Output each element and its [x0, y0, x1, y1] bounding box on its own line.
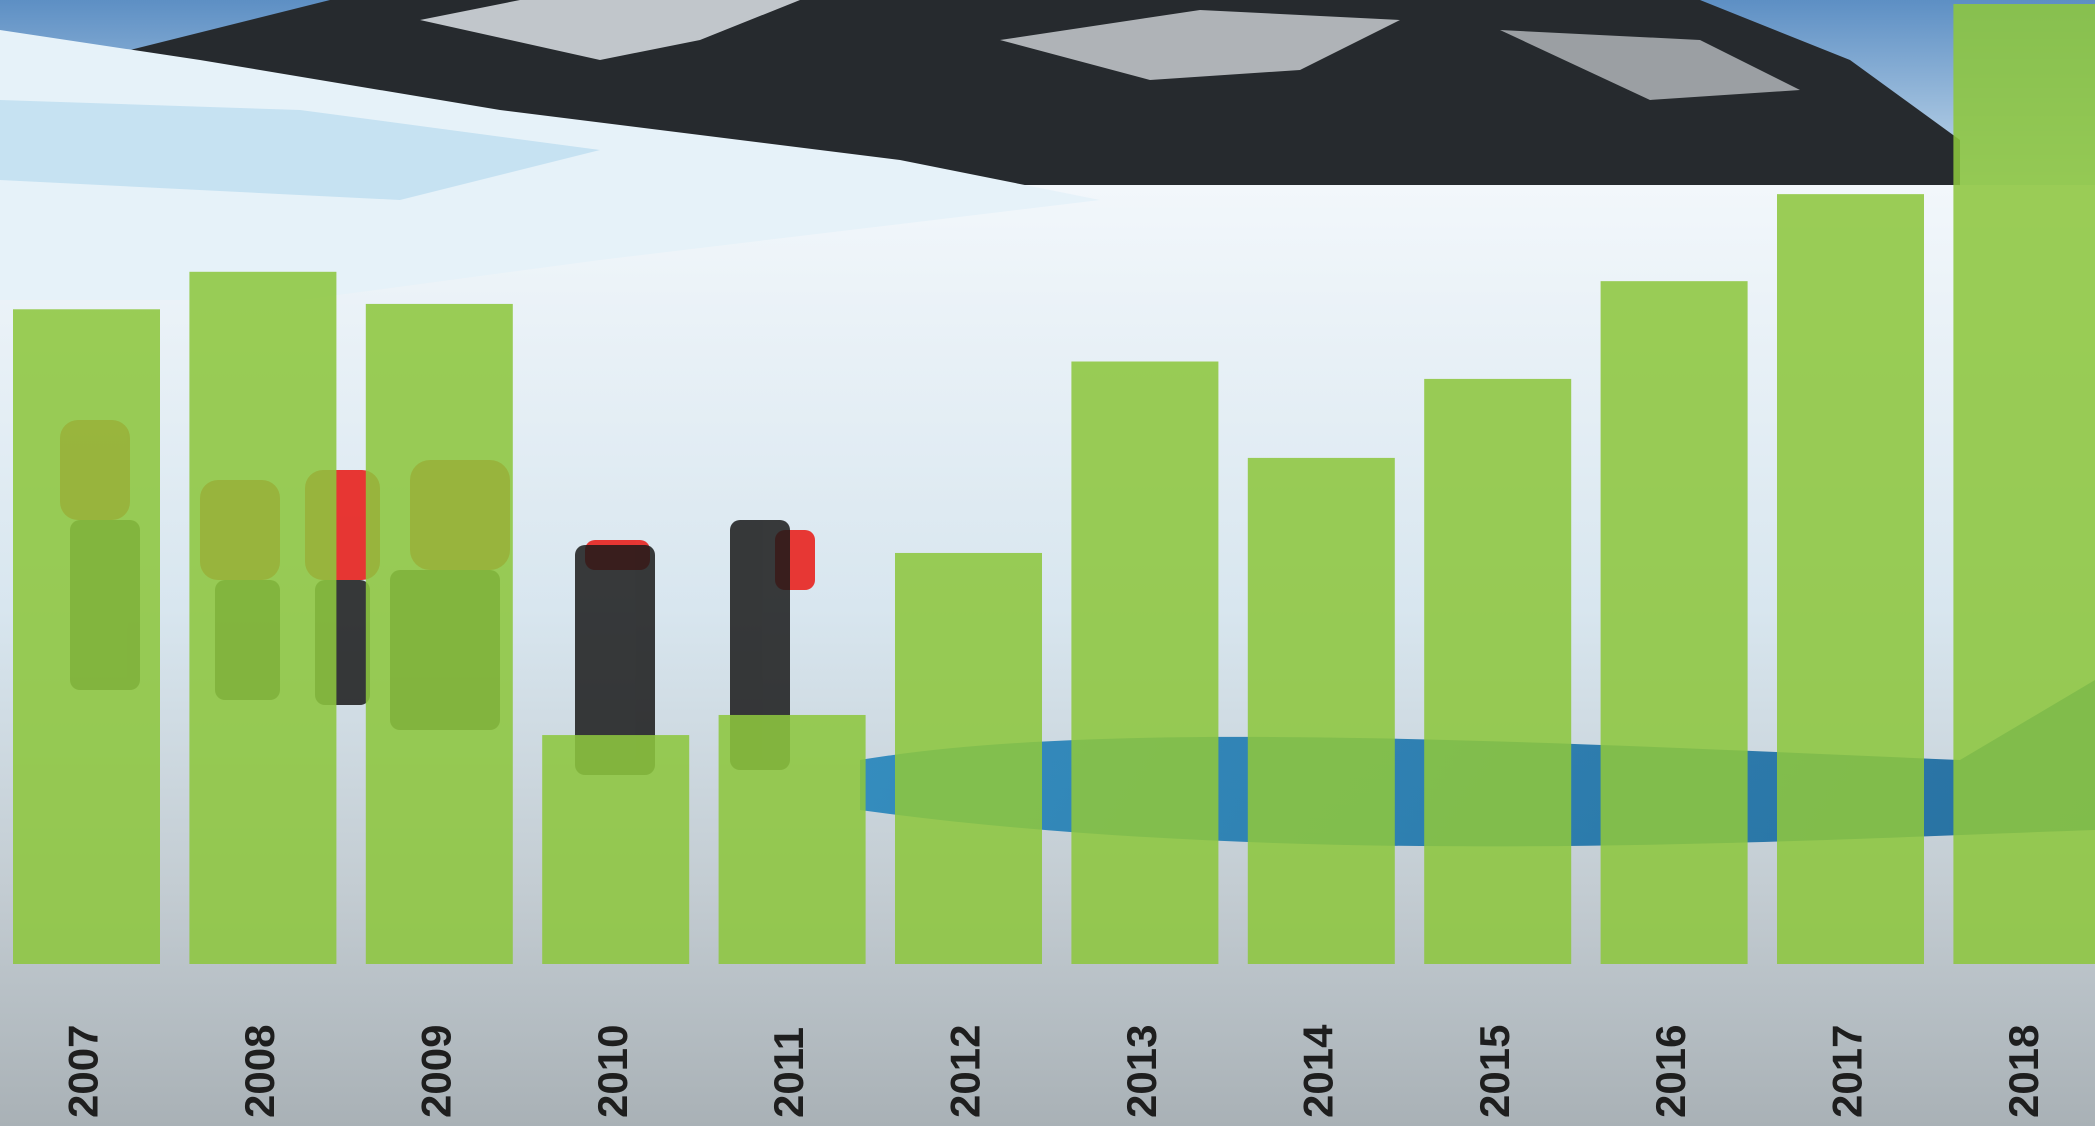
bar	[895, 552, 1042, 964]
bar	[718, 714, 866, 964]
bar	[1777, 194, 1924, 964]
x-tick-label: 2015	[1471, 1025, 1518, 1118]
bar	[365, 303, 513, 965]
x-tick-label: 2014	[1294, 1024, 1341, 1118]
bar	[1424, 378, 1572, 965]
x-tick-label: 2016	[1647, 1025, 1694, 1118]
x-tick-label: 2008	[236, 1025, 283, 1118]
bar	[189, 271, 337, 964]
x-tick-label: 2007	[60, 1025, 107, 1118]
bar	[542, 735, 690, 964]
bar	[1071, 361, 1219, 964]
bar	[1247, 457, 1395, 964]
x-tick-label: 2012	[942, 1025, 989, 1118]
x-tick-label: 2009	[412, 1025, 459, 1118]
x-tick-label: 2011	[765, 1027, 812, 1118]
bar	[1953, 4, 2095, 965]
x-tick-label: 2017	[1824, 1025, 1871, 1118]
x-tick-label: 2018	[2000, 1025, 2047, 1118]
x-tick-label: 2010	[589, 1025, 636, 1118]
x-tick-label: 2013	[1118, 1025, 1165, 1118]
bar	[13, 309, 160, 964]
bar	[1600, 281, 1748, 965]
